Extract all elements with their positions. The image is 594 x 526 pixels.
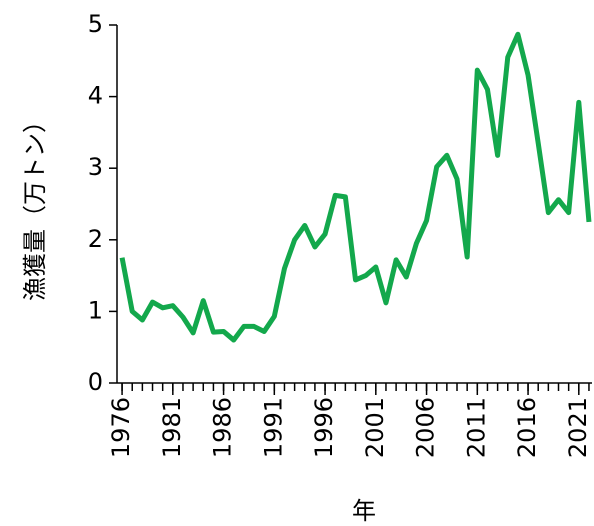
x-tick-label: 2006 xyxy=(412,397,440,458)
y-tick-label: 3 xyxy=(88,153,103,181)
y-tick-label: 4 xyxy=(88,82,103,110)
x-tick-label: 1976 xyxy=(107,397,135,458)
x-tick-label: 2016 xyxy=(513,397,541,458)
y-tick-label: 0 xyxy=(88,368,103,396)
x-tick-label: 1996 xyxy=(310,397,338,458)
x-tick-label: 2011 xyxy=(462,397,490,458)
x-axis-label: 年 xyxy=(352,497,376,525)
x-tick-label: 1986 xyxy=(209,397,237,458)
x-tick-label: 1981 xyxy=(158,397,186,458)
x-tick-label: 2021 xyxy=(564,397,592,458)
y-axis-label: 漁獲量（万トン） xyxy=(21,109,49,301)
x-tick-label: 1991 xyxy=(259,397,287,458)
y-tick-label: 2 xyxy=(88,225,103,253)
y-tick-label: 1 xyxy=(88,296,103,324)
data-line xyxy=(119,31,592,343)
y-tick-label: 5 xyxy=(88,10,103,38)
x-tick-label: 2001 xyxy=(361,397,389,458)
